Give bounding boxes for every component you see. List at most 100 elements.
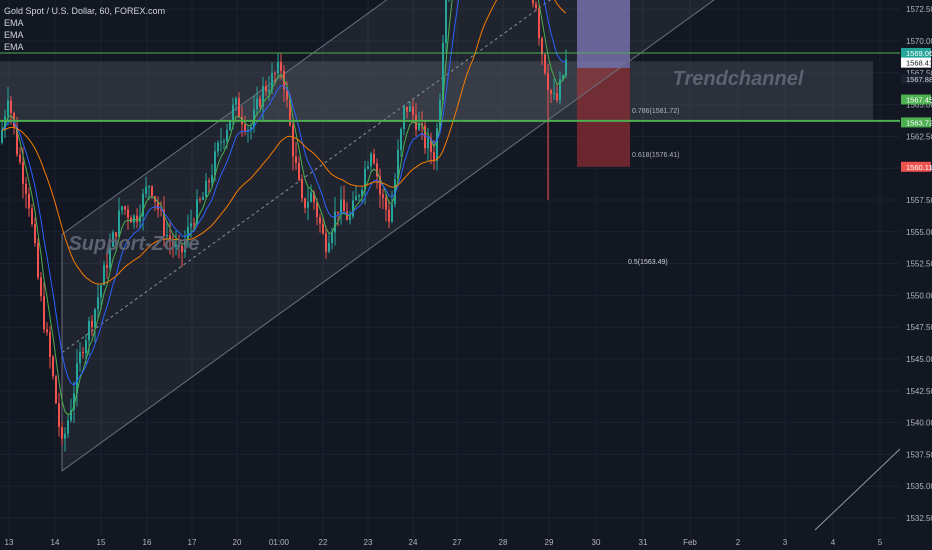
candle-body	[148, 186, 150, 188]
time-tick-label: 17	[188, 538, 197, 547]
time-tick-label: 28	[499, 538, 508, 547]
chart-grid	[0, 0, 900, 538]
candle-body	[409, 106, 411, 112]
price-tick-label: 1562.50	[906, 132, 932, 141]
price-tick-label: 1535.00	[906, 482, 932, 491]
candle-body	[538, 8, 540, 39]
candle-body	[217, 142, 219, 152]
time-tick-label: 4	[831, 538, 836, 547]
time-tick-label: 22	[319, 538, 328, 547]
fib-786-label: 0.786(1581.72)	[632, 108, 679, 115]
candle-body	[223, 141, 225, 143]
candle-body	[277, 62, 279, 74]
time-tick-label: 15	[97, 538, 106, 547]
candle-body	[361, 189, 363, 196]
candle-body	[118, 210, 120, 237]
fib-5-label: 0.5(1563.49)	[628, 259, 668, 266]
trend-channel-midline	[61, 0, 552, 354]
price-tick-label: 1557.50	[906, 196, 932, 205]
candle-body	[250, 127, 252, 130]
time-tick-label: Feb	[683, 538, 697, 547]
candle-body	[214, 151, 216, 176]
price-tag-bg	[901, 117, 931, 128]
time-tick-label: 01:00	[269, 538, 290, 547]
candle-body	[1, 130, 3, 143]
candle-body	[313, 192, 315, 203]
candle-body	[286, 89, 288, 100]
candle-body	[274, 73, 276, 75]
candle-body	[202, 196, 204, 200]
candle-body	[151, 186, 153, 197]
candle-body	[373, 153, 375, 164]
ema-indicator-1[interactable]: EMA	[4, 18, 24, 28]
candle-body	[235, 98, 237, 105]
candle-body	[136, 215, 138, 222]
candle-body	[550, 89, 552, 94]
time-tick-label: 5	[878, 538, 883, 547]
ema-indicator-3[interactable]: EMA	[4, 42, 24, 52]
price-tag-label: 1563.72	[906, 118, 932, 127]
time-tick-label: 29	[545, 538, 554, 547]
candle-body	[40, 277, 42, 297]
symbol-title[interactable]: Gold Spot / U.S. Dollar, 60, FOREX.com	[4, 6, 166, 16]
time-tick-label: 14	[51, 538, 60, 547]
candle-body	[103, 264, 105, 286]
price-tag-bg	[901, 74, 931, 85]
candle-body	[556, 93, 558, 101]
candle-body	[532, 0, 534, 4]
candle-body	[391, 203, 393, 222]
candle-body	[79, 351, 81, 364]
candle-body	[259, 98, 261, 107]
candle-body	[265, 86, 267, 92]
candle-body	[175, 244, 177, 248]
candle-body	[4, 116, 6, 131]
candle-body	[376, 163, 378, 177]
price-tags: 1584.001584.001578.391569.061568.411567.…	[901, 47, 932, 172]
candle-body	[7, 100, 9, 117]
chart-legend: Gold Spot / U.S. Dollar, 60, FOREX.com E…	[4, 5, 165, 53]
fib-618-label: 0.618(1576.41)	[632, 152, 679, 159]
candle-body	[205, 180, 207, 197]
time-tick-label: 31	[639, 538, 648, 547]
candle-body	[226, 130, 228, 142]
ema-mid-line	[1, 0, 567, 386]
price-axis[interactable]: 1532.50 1535.00 1537.50 1540.00 1542.50 1545.…	[900, 0, 932, 550]
candle-body	[232, 104, 234, 121]
time-axis[interactable]: 13 14 15 16 17 20 01:00 22 23 24 27 28 29 30 31 Feb 2 3 4 5	[5, 538, 883, 547]
candle-body	[349, 216, 351, 220]
price-tick-label: 1552.50	[906, 260, 932, 269]
candle-body	[562, 75, 564, 80]
candle-body	[190, 223, 192, 227]
price-tick-label: 1532.50	[906, 514, 932, 523]
price-tick-label: 1545.00	[906, 355, 932, 364]
ema-indicator-2[interactable]: EMA	[4, 30, 24, 40]
candle-body	[49, 332, 51, 357]
candle-body	[85, 340, 87, 354]
price-tick-label: 1547.50	[906, 323, 932, 332]
candle-body	[25, 183, 27, 194]
price-tick-label: 1572.50	[906, 5, 932, 14]
candle-body	[31, 208, 33, 225]
candle-body	[262, 86, 264, 107]
trend-channel-band	[61, 0, 715, 472]
candle-body	[325, 233, 327, 252]
price-tag-bg	[901, 94, 931, 105]
price-tick-label: 1567.50	[906, 69, 932, 78]
price-tag-label: 1569.06	[906, 49, 932, 58]
candle-body	[394, 179, 396, 204]
candle-body	[295, 156, 297, 164]
candle-body	[106, 264, 108, 269]
time-tick-label: 27	[453, 538, 462, 547]
target-box	[577, 0, 630, 68]
candle-body	[70, 409, 72, 421]
candle-body	[433, 152, 435, 161]
horizontal-levels[interactable]	[0, 0, 900, 122]
candlestick-series	[1, 0, 567, 452]
candle-body	[541, 38, 543, 55]
candle-body	[388, 209, 390, 222]
candle-body	[166, 235, 168, 237]
trend-channel[interactable]	[61, 0, 901, 531]
candle-body	[310, 192, 312, 202]
